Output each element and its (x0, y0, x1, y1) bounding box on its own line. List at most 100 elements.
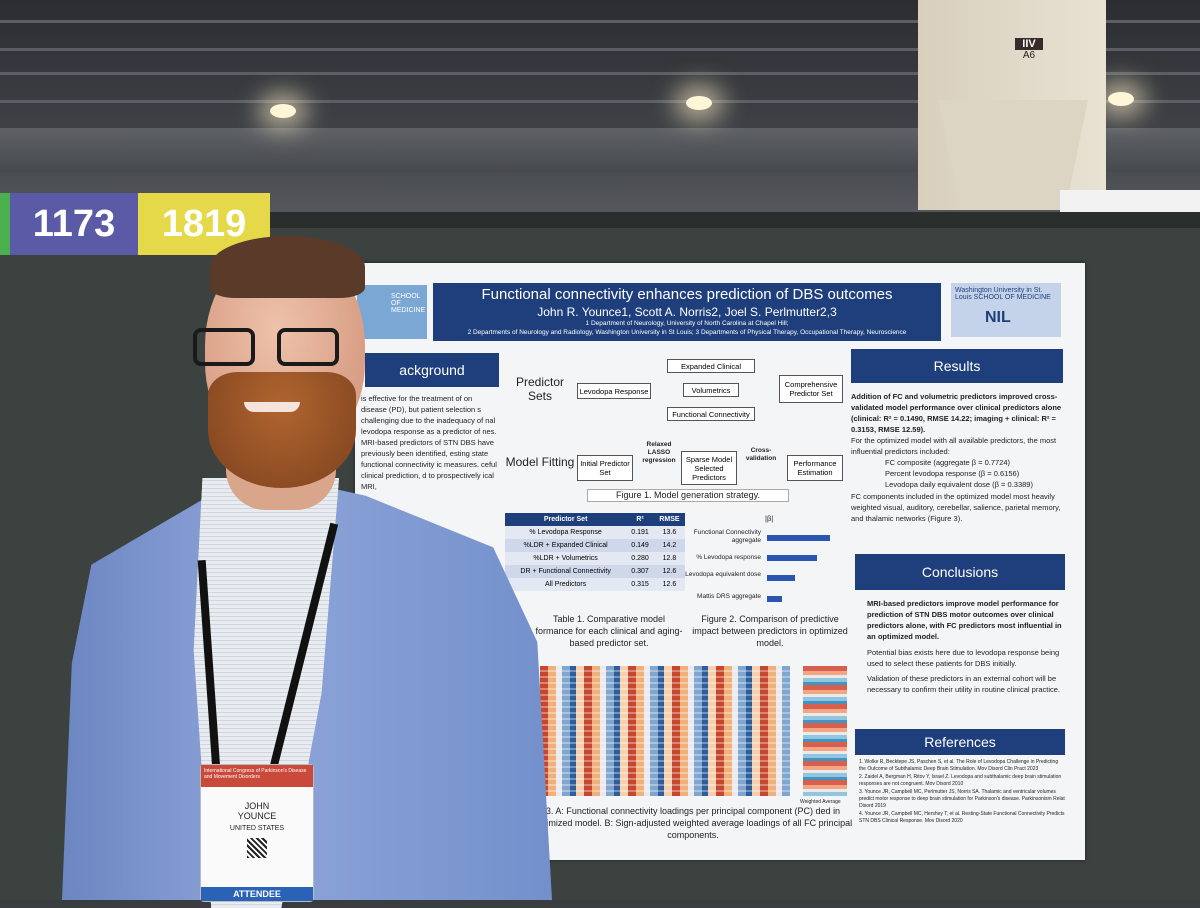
cv-label: Cross-validation (745, 447, 777, 462)
ceiling-truss (0, 100, 1200, 103)
beard (208, 372, 356, 488)
table-caption: Table 1. Comparative model formance for … (535, 614, 683, 648)
table-cell: 0.149 (626, 539, 654, 552)
unc-logo: SCHOOL OF MEDICINE (357, 285, 427, 339)
background-header: ackground (365, 353, 499, 387)
reference-item: 4. Younce JR, Campbell MC, Hershey T, et… (859, 811, 1065, 824)
table-header: R² (626, 513, 654, 526)
box-comprehensive: Comprehensive Predictor Set (779, 375, 843, 403)
results-header: Results (851, 349, 1063, 383)
ceiling-truss (0, 72, 1200, 75)
badge-header: International Congress of Parkinson's Di… (201, 765, 313, 787)
heatmap-shading (540, 666, 790, 796)
table-cell: 0.280 (626, 552, 654, 565)
table-cell: %LDR + Expanded Clinical (505, 539, 627, 552)
poster-authors: John R. Younce1, Scott A. Norris2, Joel … (537, 305, 837, 319)
reference-item: 2. Zaidel A, Bergman H, Ritov Y, Israel … (859, 774, 1062, 787)
fig2-label: Functional Connectivity aggregate (693, 529, 761, 544)
table-cell: %LDR + Volumetrics (505, 552, 627, 565)
table-cell: 12.6 (653, 565, 685, 578)
model-fitting-label: Model Fitting (505, 455, 575, 469)
hair (210, 236, 365, 298)
fig2-label: Levodopa equivalent dose (685, 571, 761, 578)
table-cell: 12.8 (653, 552, 685, 565)
table-cell: 14.2 (653, 539, 685, 552)
fig2-label: % Levodopa response (696, 554, 761, 561)
predictor-sets-label: Predictor Sets (515, 375, 565, 403)
poster-affiliation-1: 1 Department of Neurology, University of… (585, 320, 789, 327)
ceiling-truss (0, 20, 1200, 23)
fig2-bar (767, 535, 831, 541)
fig2-label: Mattis DRS aggregate (697, 593, 761, 600)
box-initial-predictor-set: Initial Predictor Set (577, 455, 633, 481)
fig2-axis-label: |β| (765, 514, 774, 523)
reference-item: 3. Younce JR, Campbell MC, Perlmutter JS… (859, 789, 1065, 809)
box-performance: Performance Estimation (787, 455, 843, 481)
table-row: All Predictors 0.315 12.6 (505, 578, 685, 591)
conclusions-text-3: Validation of these predictors in an ext… (867, 674, 1060, 694)
poster-board-frame (270, 212, 1200, 228)
heatmap-xlabel: Weighted Average (800, 799, 841, 805)
table-cell: 0.307 (626, 565, 654, 578)
nil-logo: NIL (985, 309, 1011, 326)
figure1-caption: Figure 1. Model generation strategy. (587, 489, 789, 502)
ceiling-truss (0, 48, 1200, 51)
fig2-bar (767, 555, 818, 561)
results-text-1: Addition of FC and volumetric predictors… (851, 392, 1062, 434)
table-cell: 0.315 (626, 578, 654, 591)
results-bullet: Percent levodopa response (β = 0.6156) (885, 469, 1020, 478)
predictor-table: Predictor Set R² RMSE % Levodopa Respons… (505, 513, 685, 591)
results-bullet: Levodopa daily equivalent dose (β = 0.33… (885, 480, 1033, 489)
table-cell: 13.6 (653, 526, 685, 539)
poster-affiliation-2: 2 Departments of Neurology and Radiology… (467, 329, 907, 336)
results-text-2: For the optimized model with all availab… (851, 436, 1057, 456)
results-text-3: FC components included in the optimized … (851, 492, 1061, 523)
poster-title: Functional connectivity enhances predict… (481, 286, 893, 303)
glasses-lens-right (277, 328, 339, 366)
box-expanded-clinical: Expanded Clinical (667, 359, 755, 373)
table-header: RMSE (653, 513, 685, 526)
results-bullet: FC composite (aggregate β = 0.7724) (885, 458, 1011, 467)
box-volumetrics: Volumetrics (683, 383, 739, 397)
background-text: is effective for the treatment of on dis… (361, 394, 497, 491)
conclusions-text-1: MRI-based predictors improve model perfo… (867, 599, 1062, 641)
badge-country: UNITED STATES (229, 825, 285, 832)
box-functional-connectivity: Functional Connectivity (667, 407, 755, 421)
smile (244, 402, 300, 412)
washu-logo: Washington University in St. Louis SCHOO… (951, 283, 1061, 337)
reference-item: 1. Wolke R, Becktepe JS, Paschen S, et a… (859, 759, 1059, 772)
name-badge: International Congress of Parkinson's Di… (200, 764, 314, 902)
conclusions-text-2: Potential bias exists here due to levodo… (867, 648, 1060, 668)
ceiling-light (686, 96, 712, 110)
ceiling-light (1108, 92, 1134, 106)
table-row: %LDR + Expanded Clinical 0.149 14.2 (505, 539, 685, 552)
table-header: Predictor Set (505, 513, 627, 526)
fc-loadings-heatmap (540, 666, 790, 796)
ceiling-light (270, 104, 296, 118)
figure3-caption: 3. A: Functional connectivity loadings p… (533, 806, 853, 840)
conclusions-header: Conclusions (855, 554, 1065, 590)
table-row: % Levodopa Response 0.191 13.6 (505, 526, 685, 539)
booth-sign-edge (0, 193, 10, 255)
glasses (193, 328, 359, 370)
glasses-lens-left (193, 328, 255, 366)
table-cell: DR + Functional Connectivity (505, 565, 627, 578)
table-cell: All Predictors (505, 578, 627, 591)
table-row: DR + Functional Connectivity 0.307 12.6 (505, 565, 685, 578)
fig2-bar (767, 575, 795, 581)
research-poster: SCHOOL OF MEDICINE Functional connectivi… (355, 263, 1085, 860)
table-row: %LDR + Volumetrics 0.280 12.8 (505, 552, 685, 565)
table-cell: 0.191 (626, 526, 654, 539)
qr-code (247, 838, 267, 858)
hall-sign-top: IIV (1015, 38, 1043, 50)
references-header: References (855, 729, 1065, 755)
fig2-bar (767, 596, 782, 602)
wall-strip (1060, 190, 1200, 212)
badge-first-name: JOHN (244, 801, 270, 811)
weighted-average-heatmap (803, 666, 847, 796)
table-cell: 12.6 (653, 578, 685, 591)
washu-logo-text: Washington University in St. Louis SCHOO… (955, 287, 1051, 301)
badge-type: ATTENDEE (201, 887, 313, 901)
table-cell: % Levodopa Response (505, 526, 627, 539)
hall-sign-bottom: A6 (1022, 50, 1036, 61)
